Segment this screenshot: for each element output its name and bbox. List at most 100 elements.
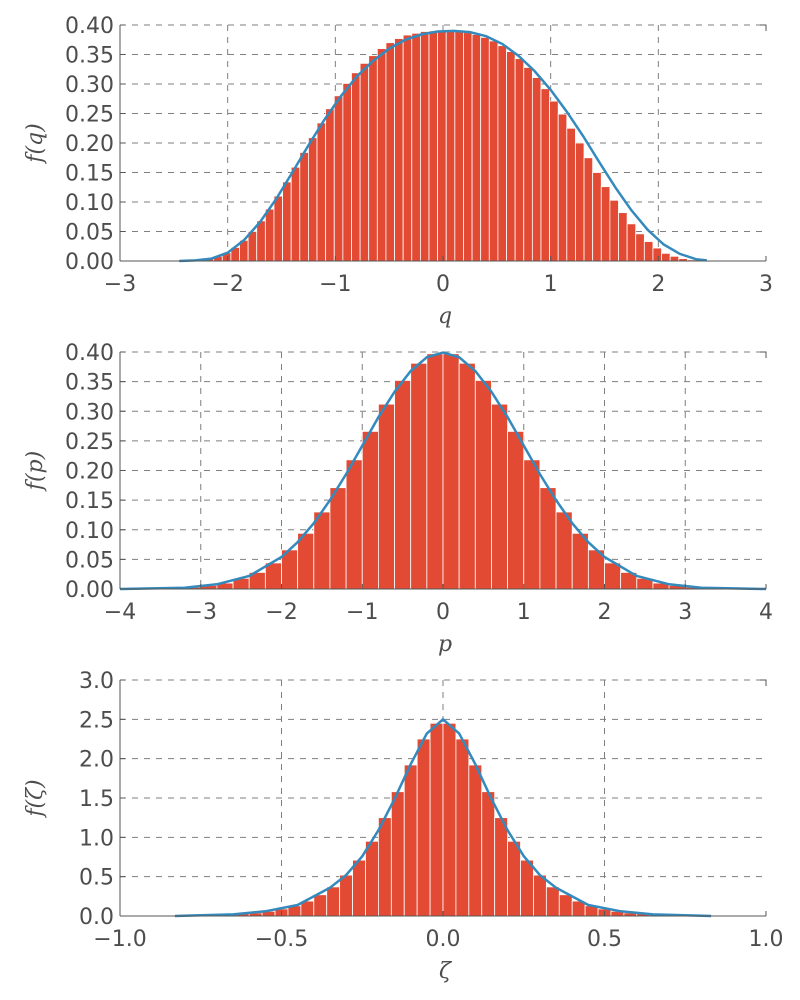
histogram-bar	[555, 511, 573, 590]
x-tick-label: −2	[265, 600, 297, 625]
y-tick-label: 0.00	[65, 578, 114, 603]
histogram-bar	[290, 166, 301, 262]
histogram-bar	[455, 738, 470, 917]
y-tick-label: 0.5	[79, 866, 114, 891]
y-tick-label: 0.35	[65, 371, 114, 396]
histogram-bar	[351, 72, 361, 262]
y-axis-label: f(ζ)	[23, 779, 48, 818]
corner-mark	[760, 679, 767, 686]
histogram-bar	[481, 791, 496, 917]
histogram-bar	[514, 58, 525, 262]
histogram-bar	[333, 95, 344, 262]
x-axis-label: p	[438, 632, 452, 657]
x-tick-label: −2	[211, 272, 243, 297]
histogram-bar	[523, 67, 533, 262]
x-tick-label: −3	[104, 272, 136, 297]
x-tick-label: −1	[346, 600, 378, 625]
histogram-bar	[325, 108, 335, 262]
histogram-bar	[635, 233, 645, 262]
histogram-bar	[377, 403, 395, 590]
histogram-bar	[545, 886, 560, 917]
histogram-bar	[429, 722, 444, 917]
histogram-bar	[583, 157, 594, 262]
density-curve	[174, 717, 712, 918]
histogram-bar	[264, 208, 275, 262]
histogram-bar	[474, 380, 492, 590]
x-tick-label: 1	[544, 272, 558, 297]
y-tick-label: 0.10	[65, 519, 114, 544]
corner-mark	[760, 351, 767, 358]
y-tick-label: 0.35	[65, 44, 114, 69]
y-tick-label: 0.0	[79, 905, 114, 930]
y-tick-label: 0.15	[65, 162, 114, 187]
histogram-bar	[308, 137, 318, 262]
y-axis-label: f(p)	[23, 451, 48, 492]
histogram-bar	[428, 30, 439, 262]
x-tick-label: −4	[104, 600, 136, 625]
y-tick-label: 0.30	[65, 400, 114, 425]
x-tick-label: 0.0	[426, 927, 461, 952]
x-tick-label: −3	[185, 600, 217, 625]
y-tick-label: 0.00	[65, 250, 114, 275]
histogram-bar	[557, 113, 568, 262]
histogram-bar	[426, 353, 444, 590]
histogram-bar	[256, 220, 266, 262]
histogram-bar	[442, 353, 460, 590]
histogram-bar	[669, 255, 680, 262]
x-tick-label: 3	[759, 272, 773, 297]
x-axis-label: q	[438, 304, 452, 329]
histogram-bar	[643, 241, 654, 262]
x-tick-label: 2	[651, 272, 665, 297]
histogram-bar	[566, 127, 576, 262]
histogram-bar	[506, 51, 516, 262]
histogram-bar	[273, 195, 283, 262]
histogram-bar	[445, 30, 456, 262]
histogram-bar	[618, 212, 628, 262]
histogram-bar	[345, 459, 363, 590]
x-tick-label: 0	[436, 272, 450, 297]
histogram-bar	[600, 186, 611, 262]
y-tick-label: 0.30	[65, 73, 114, 98]
histogram-bar	[297, 532, 315, 590]
histogram-bar	[316, 122, 327, 262]
histogram-bar	[454, 31, 464, 262]
histogram-bar	[385, 42, 395, 262]
histogram-bar	[377, 817, 392, 917]
histogram-bar	[403, 764, 418, 917]
corner-mark	[760, 24, 767, 31]
density-curve	[119, 351, 767, 591]
histogram-bar	[390, 791, 405, 917]
histogram-bar	[361, 430, 379, 590]
histogram-bar	[497, 45, 507, 262]
histogram-bar	[264, 562, 282, 590]
chart-panel-1: −3 −2 −1 0 1 2 3 0.00 0.05 0.10 0.15 0.20 0.25 0.30 0.…	[23, 14, 773, 329]
x-tick-label: 3	[678, 600, 692, 625]
y-tick-label: 0.05	[65, 221, 114, 246]
histogram-bar	[468, 764, 483, 917]
histogram-bar	[326, 886, 341, 917]
histogram-bar	[402, 34, 413, 262]
histogram-bar	[394, 38, 404, 262]
histogram-bar	[394, 380, 412, 590]
histogram-bar	[520, 859, 534, 917]
y-tick-label: 0.15	[65, 489, 114, 514]
x-tick-label: 4	[759, 600, 773, 625]
histogram-bar	[463, 32, 473, 262]
histogram-bar	[507, 430, 525, 590]
y-tick-label: 2.5	[79, 708, 114, 733]
y-tick-label: 0.25	[65, 430, 114, 455]
histogram-bar	[604, 562, 622, 590]
y-tick-label: 1.0	[79, 826, 114, 851]
y-tick-label: 0.40	[65, 14, 114, 39]
histogram-bar	[523, 459, 541, 590]
histogram-bar	[299, 152, 309, 262]
histogram-bar	[458, 362, 476, 590]
histogram-bar	[313, 894, 328, 917]
histogram-bar	[416, 738, 431, 917]
histogram-bar	[626, 223, 637, 262]
y-tick-label: 0.25	[65, 103, 114, 128]
y-tick-label: 0.05	[65, 548, 114, 573]
x-tick-label: −1.0	[93, 927, 146, 952]
histogram-bar	[507, 840, 521, 917]
